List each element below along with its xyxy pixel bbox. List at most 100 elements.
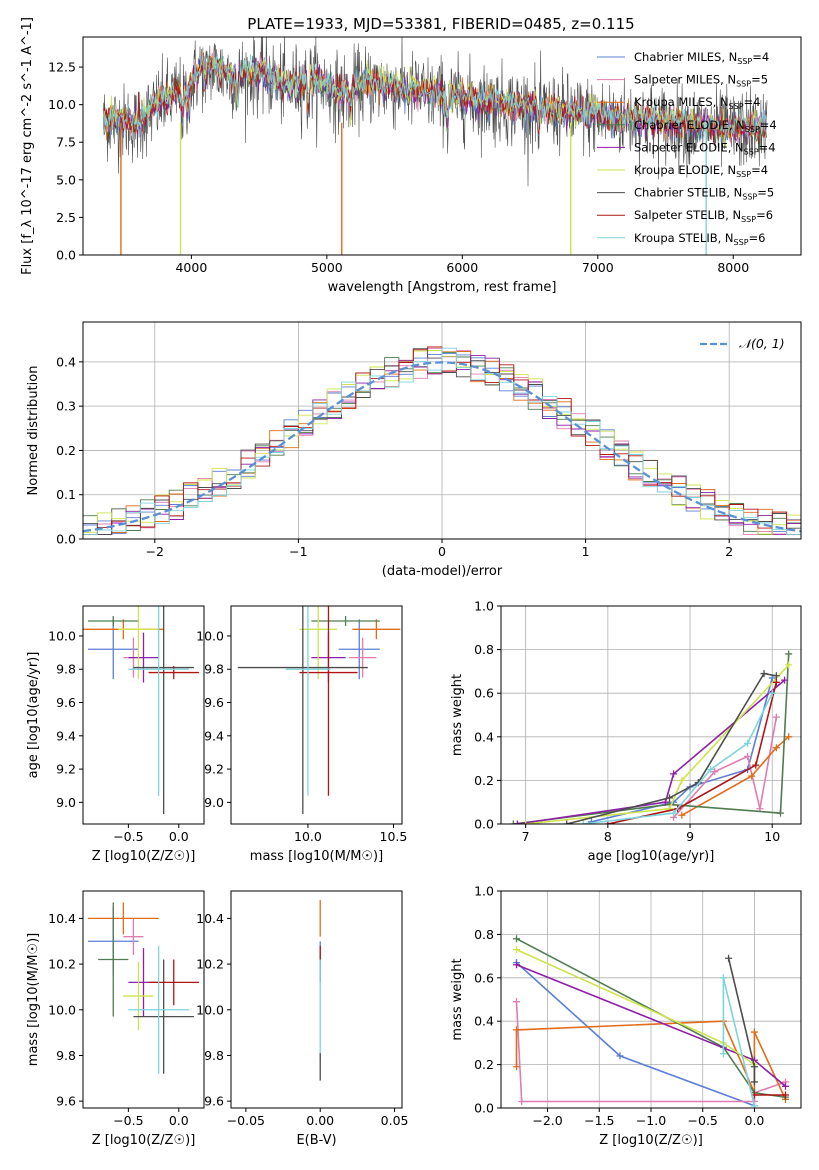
- y-tick-label: 9.8: [204, 1048, 224, 1063]
- x-tick-label: 7000: [582, 260, 614, 275]
- axes-frame: [230, 605, 403, 825]
- x-tick-label: −0.05: [227, 1113, 265, 1128]
- y-tick-label: 0.2: [474, 1057, 494, 1072]
- weight-marker: [579, 820, 587, 824]
- weight-marker: [616, 1052, 624, 1060]
- axes-frame: [82, 36, 802, 256]
- y-tick-label: 10.0: [196, 1002, 224, 1017]
- y-tick-label: 10.0: [48, 628, 76, 643]
- panel-age_vs_mass: 10.0 10.5 9.0 9.2 9.4 9.6 9.8 10.0 mass [log10(M…: [196, 605, 407, 864]
- y-tick-label: 0.8: [474, 927, 494, 942]
- y-axis-label: mass weight: [450, 674, 465, 756]
- legend-entry-subscript: SSP: [729, 102, 744, 111]
- weight-marker: [509, 820, 517, 824]
- gaussian-curve: [83, 361, 801, 533]
- y-tick-label: 0.2: [56, 443, 76, 458]
- x-axis-label: Z [log10(Z/Z☉)]: [92, 849, 196, 864]
- legend-entry-subscript: SSP: [741, 215, 756, 224]
- weight-marker: [772, 713, 780, 721]
- legend-entry-subscript: SSP: [736, 170, 751, 179]
- panel-weight_vs_Z: −2.0 −1.5 −1.0 −0.5 0.0 0.0 0.2 0.4 0.6 0.8 1.0 Z […: [450, 884, 802, 1148]
- x-tick-label: 0.00: [306, 1113, 334, 1128]
- weight-marker: [518, 1097, 526, 1105]
- legend-entry: Salpeter STELIB, NSSP=6: [634, 208, 773, 224]
- y-tick-label: 0.0: [474, 817, 494, 832]
- weight-marker: [748, 772, 756, 780]
- x-tick-label: 1: [582, 544, 590, 559]
- plot-area-age_vs_mass: [237, 606, 401, 815]
- x-axis-label: Z [log10(Z/Z☉)]: [599, 1133, 703, 1148]
- axes-frame: [500, 605, 802, 825]
- plot-area-mass_vs_Z: [88, 902, 199, 1074]
- panel-mass_vs_Z: −0.5 0.0 9.6 9.8 10.0 10.2 10.4 Z [log10(Z/Z☉)]…: [26, 890, 205, 1148]
- legend-entry-prefix: Kroupa MILES, N: [634, 95, 729, 109]
- legend-entry-count: =5: [751, 73, 768, 87]
- weight-marker: [587, 818, 595, 824]
- legend-entry-count: =5: [757, 186, 774, 200]
- panel-age_vs_Z: −0.5 0.0 9.0 9.2 9.4 9.6 9.8 10.0 Z [log10(Z/Z☉)…: [26, 605, 205, 864]
- y-tick-label: 5.0: [56, 172, 76, 187]
- legend-entry-subscript: SSP: [737, 57, 752, 66]
- axes-frame: [82, 890, 205, 1109]
- panel-residuals: −2 −1 0 1 2 0.0 0.1 0.2 0.3 0.4 (data-model)/error…: [26, 321, 802, 579]
- x-tick-label: 8: [604, 829, 612, 844]
- y-tick-label: 10.4: [48, 911, 76, 926]
- x-axis-label: E(B-V): [296, 1133, 336, 1148]
- weight-marker: [785, 661, 793, 669]
- x-tick-label: −1.5: [584, 1113, 614, 1128]
- x-axis-label: (data-model)/error: [382, 564, 503, 579]
- histogram-kroupa-stelib: [83, 347, 801, 539]
- y-tick-label: 9.6: [56, 695, 76, 710]
- x-tick-label: −1: [289, 544, 307, 559]
- weight-marker: [513, 998, 521, 1006]
- y-tick-label: 0.4: [474, 729, 494, 744]
- x-axis-label: age [log10(age/yr)]: [588, 849, 715, 864]
- legend-entry-subscript: SSP: [742, 193, 757, 202]
- weight-marker: [750, 1078, 758, 1086]
- weight-marker: [661, 798, 669, 806]
- weight-marker: [785, 650, 793, 658]
- weight-marker: [750, 1063, 758, 1071]
- y-tick-label: 9.0: [56, 795, 76, 810]
- weight-marker: [781, 1091, 789, 1099]
- legend-entry: Salpeter ELODIE, NSSP=4: [634, 140, 776, 156]
- x-tick-label: 8000: [717, 260, 749, 275]
- y-tick-label: 10.2: [48, 957, 76, 972]
- x-tick-label: 10.0: [294, 829, 322, 844]
- legend-entry-count: =6: [756, 208, 773, 222]
- x-tick-label: 10: [764, 829, 780, 844]
- weight-marker: [513, 946, 521, 954]
- weight-marker: [513, 935, 521, 943]
- weight-marker: [513, 961, 521, 969]
- weight-marker: [744, 739, 752, 747]
- weight-line: [517, 679, 786, 824]
- weight-marker: [670, 809, 678, 817]
- x-tick-label: −0.5: [688, 1113, 718, 1128]
- weight-marker: [719, 1050, 727, 1058]
- legend-entry: Salpeter MILES, NSSP=5: [634, 73, 768, 89]
- weight-marker: [768, 689, 776, 697]
- weight-marker: [785, 733, 793, 741]
- plot-area-age_vs_Z: [83, 606, 199, 815]
- y-tick-label: 10.0: [48, 97, 76, 112]
- legend-entry: Chabrier ELODIE, NSSP=4: [634, 118, 777, 134]
- legend-entry-prefix: Chabrier MILES, N: [634, 50, 737, 64]
- weight-marker: [781, 676, 789, 684]
- y-tick-label: 9.2: [204, 762, 224, 777]
- y-tick-label: 10.2: [196, 957, 224, 972]
- weight-marker: [665, 794, 673, 802]
- figure-title: PLATE=1933, MJD=53381, FIBERID=0485, z=0…: [247, 15, 634, 33]
- y-tick-label: 9.4: [204, 728, 224, 743]
- legend-entry: Kroupa MILES, NSSP=4: [634, 95, 760, 111]
- y-tick-label: 0.4: [474, 1014, 494, 1029]
- spectrum-line-salpeter-stelib: [102, 52, 767, 144]
- y-tick-label: 0.3: [56, 399, 76, 414]
- weight-marker: [678, 776, 686, 784]
- panels-layer: 4000 5000 6000 7000 80000.02.55.07.510.012.5…: [20, 17, 802, 1148]
- y-tick-label: 0.0: [56, 532, 76, 547]
- weight-marker: [772, 678, 780, 686]
- y-tick-label: 9.2: [56, 762, 76, 777]
- x-tick-label: −2.0: [532, 1113, 562, 1128]
- x-tick-label: −2: [146, 544, 164, 559]
- x-tick-label: 9: [686, 829, 694, 844]
